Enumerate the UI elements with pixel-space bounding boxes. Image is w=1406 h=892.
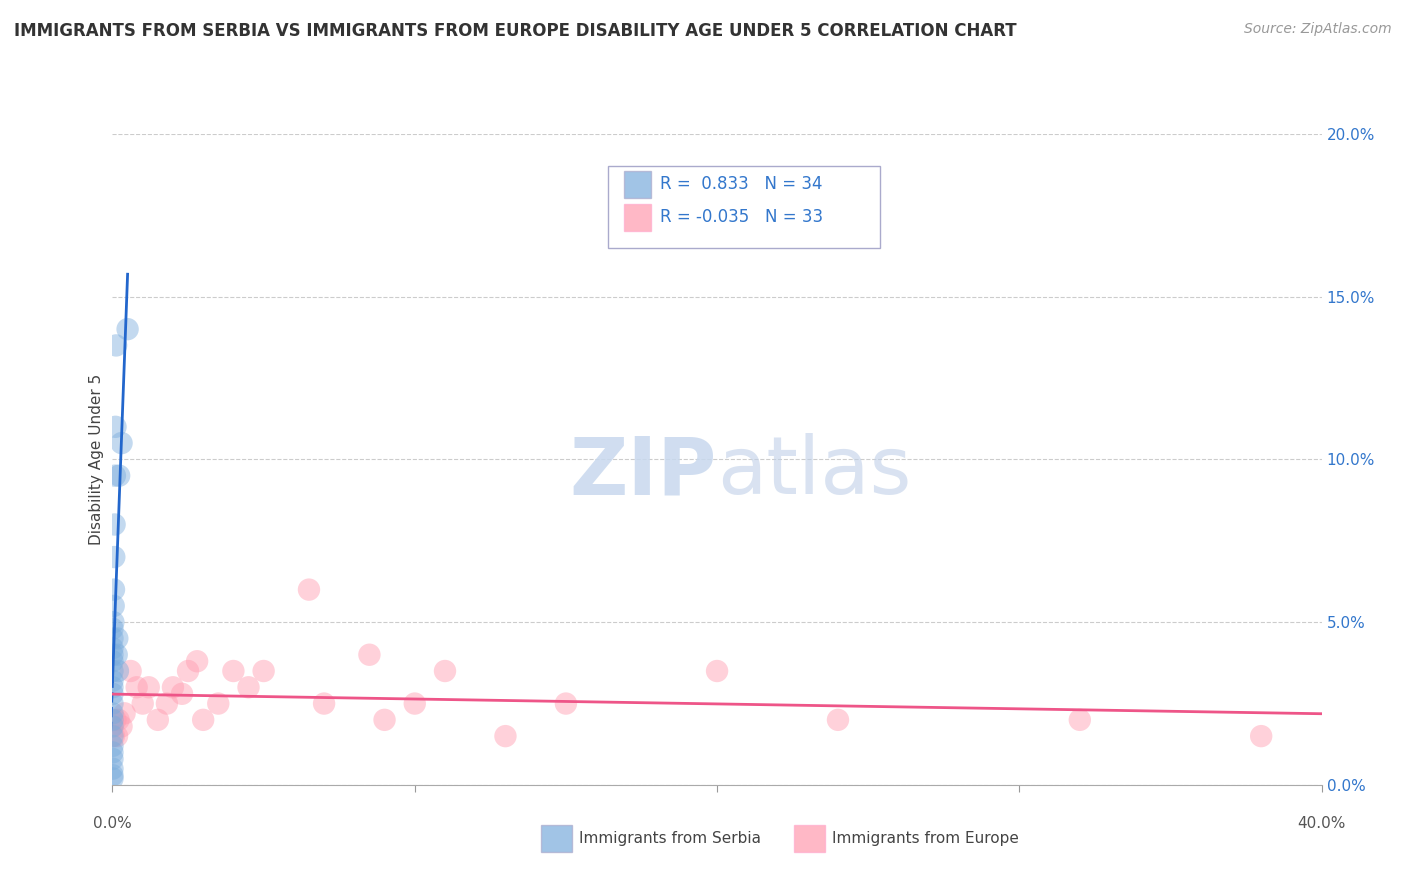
- Point: [101, 752, 124, 766]
- Point: [108, 468, 131, 483]
- Point: [191, 713, 215, 727]
- Point: [101, 680, 124, 694]
- Point: [238, 680, 260, 694]
- Point: [374, 713, 396, 727]
- Text: ZIP: ZIP: [569, 434, 717, 511]
- FancyBboxPatch shape: [624, 170, 651, 198]
- Point: [103, 729, 125, 743]
- Point: [107, 713, 129, 727]
- Point: [101, 664, 124, 678]
- Text: Source: ZipAtlas.com: Source: ZipAtlas.com: [1244, 22, 1392, 37]
- Text: 40.0%: 40.0%: [1298, 816, 1346, 831]
- Point: [101, 632, 124, 646]
- Point: [117, 322, 139, 336]
- Point: [146, 713, 169, 727]
- Point: [138, 680, 160, 694]
- Point: [253, 664, 276, 678]
- Point: [162, 680, 184, 694]
- Point: [186, 654, 208, 668]
- Point: [359, 648, 381, 662]
- Point: [101, 719, 124, 733]
- Point: [101, 641, 124, 656]
- Point: [495, 729, 517, 743]
- Point: [104, 468, 127, 483]
- Point: [101, 713, 124, 727]
- Point: [207, 697, 229, 711]
- Point: [132, 697, 155, 711]
- Point: [105, 648, 128, 662]
- Point: [170, 687, 193, 701]
- Point: [110, 436, 132, 450]
- Point: [105, 338, 128, 352]
- Point: [404, 697, 426, 711]
- Point: [101, 746, 124, 760]
- Point: [1250, 729, 1272, 743]
- Point: [101, 762, 124, 776]
- Point: [125, 680, 148, 694]
- Point: [434, 664, 457, 678]
- Text: R =  0.833   N = 34: R = 0.833 N = 34: [661, 176, 823, 194]
- Point: [101, 622, 124, 636]
- Point: [827, 713, 849, 727]
- Text: Immigrants from Europe: Immigrants from Europe: [832, 831, 1019, 846]
- Point: [101, 687, 124, 701]
- Point: [104, 517, 127, 532]
- Point: [554, 697, 576, 711]
- Point: [298, 582, 321, 597]
- Point: [120, 664, 142, 678]
- Point: [101, 739, 124, 753]
- Point: [222, 664, 245, 678]
- Point: [101, 772, 124, 786]
- Point: [104, 713, 127, 727]
- Point: [314, 697, 336, 711]
- FancyBboxPatch shape: [624, 203, 651, 231]
- Point: [104, 420, 127, 434]
- Point: [101, 648, 124, 662]
- Point: [706, 664, 728, 678]
- Text: atlas: atlas: [717, 434, 911, 511]
- Point: [103, 615, 125, 630]
- Point: [101, 768, 124, 782]
- Point: [101, 729, 124, 743]
- Point: [103, 599, 125, 613]
- FancyBboxPatch shape: [609, 167, 880, 248]
- Point: [101, 697, 124, 711]
- Point: [177, 664, 200, 678]
- Point: [105, 632, 128, 646]
- Text: 0.0%: 0.0%: [93, 816, 132, 831]
- Point: [101, 706, 124, 721]
- Point: [103, 582, 125, 597]
- Point: [107, 664, 129, 678]
- Text: IMMIGRANTS FROM SERBIA VS IMMIGRANTS FROM EUROPE DISABILITY AGE UNDER 5 CORRELAT: IMMIGRANTS FROM SERBIA VS IMMIGRANTS FRO…: [14, 22, 1017, 40]
- Point: [1069, 713, 1091, 727]
- Point: [110, 719, 132, 733]
- Point: [103, 549, 125, 565]
- Point: [101, 673, 124, 688]
- Point: [156, 697, 179, 711]
- Text: Immigrants from Serbia: Immigrants from Serbia: [579, 831, 761, 846]
- Y-axis label: Disability Age Under 5: Disability Age Under 5: [89, 374, 104, 545]
- Point: [101, 654, 124, 668]
- Text: R = -0.035   N = 33: R = -0.035 N = 33: [661, 209, 824, 227]
- Point: [105, 729, 128, 743]
- Point: [114, 706, 136, 721]
